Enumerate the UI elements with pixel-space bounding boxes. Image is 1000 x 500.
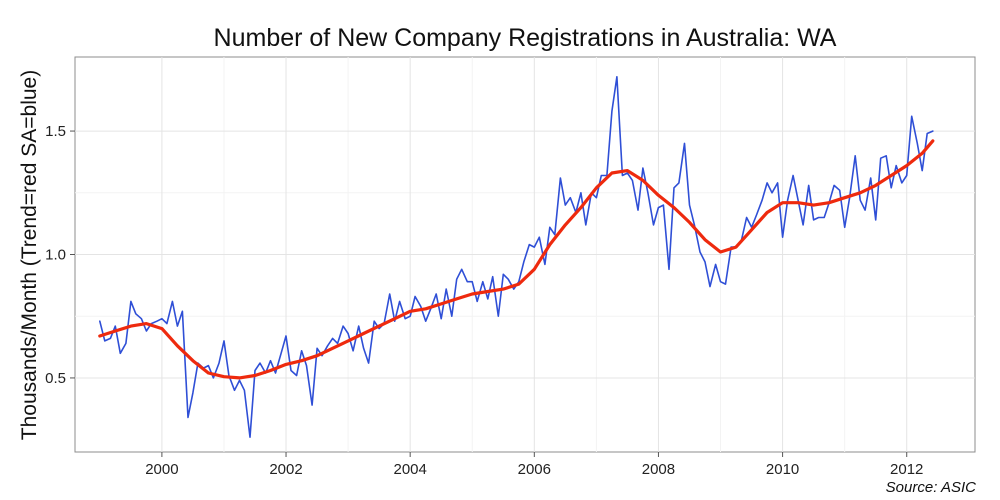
y-tick-label: 1.5 — [45, 123, 66, 140]
x-tick-label: 2004 — [393, 461, 426, 478]
grid-lines — [75, 57, 975, 452]
x-tick-label: 2008 — [642, 461, 675, 478]
x-tick-label: 2006 — [518, 461, 551, 478]
x-tick-label: 2012 — [890, 461, 923, 478]
x-tick-label: 2010 — [766, 461, 799, 478]
y-tick-label: 1.0 — [45, 247, 66, 264]
axis-ticks: 2000 2002 2004 2006 2008 2010 2012 0.5 1.0 1.5 — [45, 123, 923, 478]
series-lines — [98, 76, 935, 439]
y-tick-label: 0.5 — [45, 370, 66, 387]
trend-series-line — [98, 139, 935, 380]
x-tick-label: 2002 — [269, 461, 302, 478]
x-tick-label: 2000 — [145, 461, 178, 478]
chart-title: Number of New Company Registrations in A… — [213, 24, 837, 52]
source-note: Source: ASIC — [885, 479, 976, 496]
